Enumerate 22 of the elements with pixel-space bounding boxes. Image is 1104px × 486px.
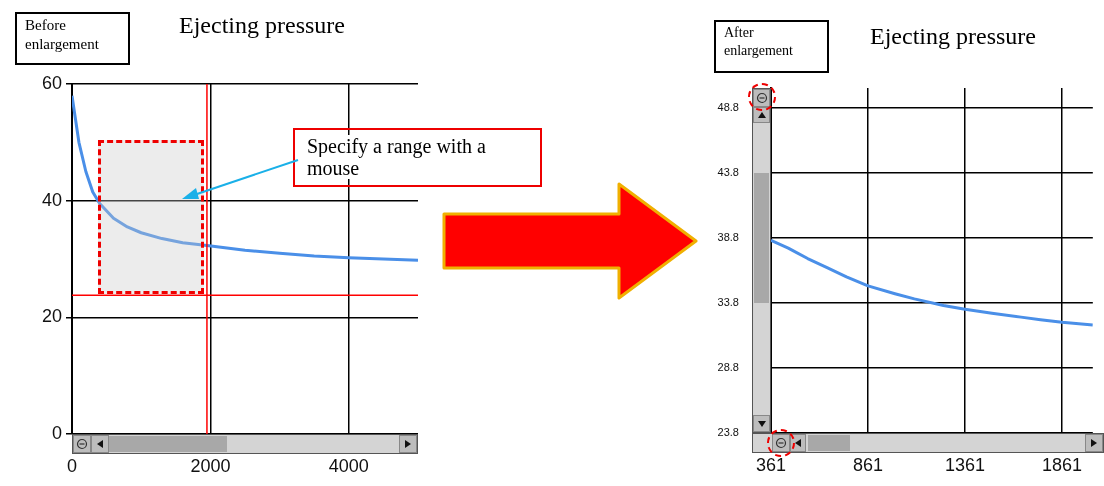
y-tick-label: 40: [41, 189, 62, 210]
x-tick-label: 4000: [328, 455, 369, 476]
y-tick-label: 28.8: [717, 360, 739, 373]
x-tick-label: 1361: [944, 454, 986, 475]
x-tick-label: 861: [852, 454, 884, 475]
x-tick-label: 1861: [1041, 454, 1082, 475]
text: After enlargement: [724, 25, 793, 58]
x-tick-label: 2000: [190, 455, 231, 476]
y-tick-label: 20: [41, 306, 62, 327]
text: Before enlargement: [25, 17, 99, 52]
y-tick-label: 23.8: [717, 426, 739, 439]
x-tick-label: 361: [755, 454, 787, 475]
y-tick-label: 33.8: [717, 295, 739, 308]
y-tick-label: 38.8: [717, 230, 739, 243]
y-tick-label: 0: [51, 422, 62, 443]
y-tick-label: 60: [41, 72, 62, 93]
annotation: Specify a range with a mouse: [307, 135, 486, 179]
chart-title: Ejecting pressure: [870, 23, 1036, 50]
x-tick-label: 0: [66, 455, 78, 476]
chart-title: Ejecting pressure: [179, 12, 345, 39]
y-tick-label: 43.8: [717, 165, 739, 178]
y-tick-label: 48.8: [717, 100, 739, 113]
